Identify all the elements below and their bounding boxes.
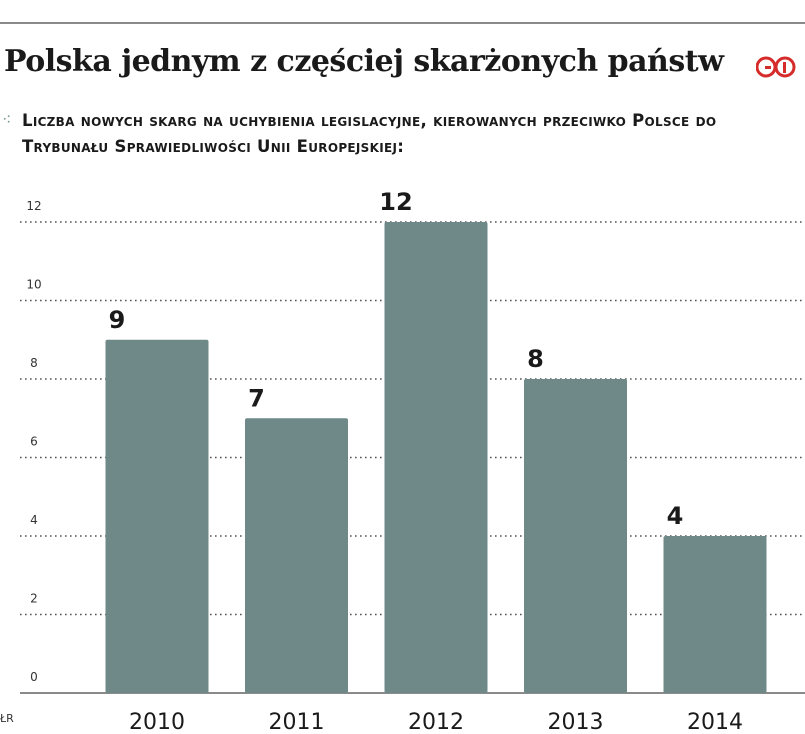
source-credit: ŁR xyxy=(0,712,14,725)
y-tick-label: 0 xyxy=(30,670,38,684)
data-label: 7 xyxy=(248,384,265,412)
publisher-logo xyxy=(755,56,796,78)
grid-dots-icon: ⁖ xyxy=(2,110,12,129)
x-tick-label: 2011 xyxy=(269,710,325,734)
data-label: 8 xyxy=(527,345,544,373)
top-rule xyxy=(0,22,805,24)
y-tick-label: 12 xyxy=(26,199,41,213)
bar xyxy=(524,379,627,693)
bar xyxy=(384,222,488,693)
y-tick-label: 2 xyxy=(30,592,38,606)
x-tick-label: 2012 xyxy=(408,710,464,734)
gp-logo-icon xyxy=(755,56,796,78)
chart-subtitle: Liczba nowych skarg na uchybienia legisl… xyxy=(22,111,717,156)
y-tick-label: 8 xyxy=(30,356,38,370)
y-tick-label: 10 xyxy=(26,278,41,292)
data-label: 4 xyxy=(667,502,684,530)
bar xyxy=(105,339,209,693)
data-label: 12 xyxy=(379,188,412,216)
x-tick-label: 2014 xyxy=(687,710,743,734)
bar xyxy=(245,418,348,693)
x-tick-label: 2010 xyxy=(129,710,185,734)
y-tick-label: 6 xyxy=(30,435,38,449)
data-label: 9 xyxy=(109,306,126,334)
x-tick-label: 2013 xyxy=(548,710,604,734)
chart-title: Polska jednym z częściej skarżonych pańs… xyxy=(4,44,724,79)
y-tick-label: 4 xyxy=(30,513,38,527)
bar xyxy=(663,536,767,693)
